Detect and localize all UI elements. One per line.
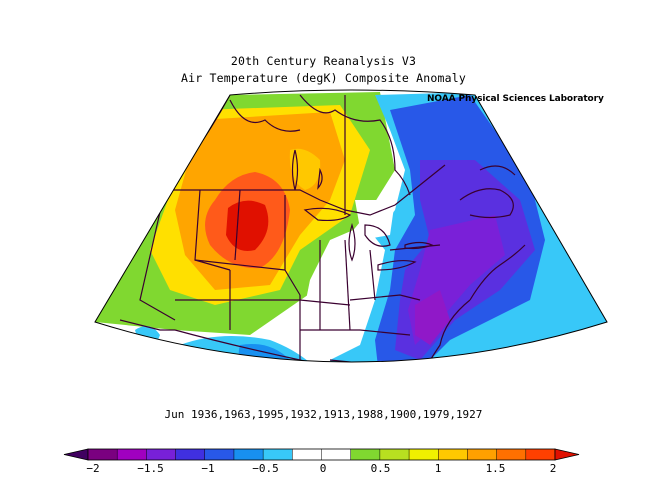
colorbar-segment bbox=[204, 449, 235, 460]
us-canada-border bbox=[135, 164, 446, 216]
credit-label: NOAA Physical Sciences Laboratory bbox=[427, 94, 604, 104]
colorbar-tick-label: 1.5 bbox=[486, 462, 506, 475]
colorbar-arrow-low bbox=[63, 448, 89, 461]
colorbar-segment bbox=[321, 449, 352, 460]
lake-ontario bbox=[404, 241, 434, 250]
map-frame bbox=[94, 89, 608, 363]
lake-michigan bbox=[348, 222, 356, 262]
colorbar-segment bbox=[467, 449, 498, 460]
hudson-bay-coast bbox=[299, 94, 411, 196]
composite-years-label: Jun 1936,1963,1995,1932,1913,1988,1900,1… bbox=[164, 408, 483, 421]
chart-title-line1: 20th Century Reanalysis V3 bbox=[230, 54, 417, 68]
anomaly-zero-band-lakes bbox=[355, 200, 395, 240]
colorbar-tick-label: 0 bbox=[320, 462, 327, 475]
colorbar-tick-label: 0.5 bbox=[371, 462, 391, 475]
colorbar-segment bbox=[409, 449, 439, 460]
colorbar-segment bbox=[379, 449, 410, 460]
colorbar-tick-label: −0.5 bbox=[252, 462, 279, 475]
colorbar-segment bbox=[146, 449, 177, 460]
anomaly-zero-band bbox=[300, 225, 385, 360]
colorbar-tick-label: −1.5 bbox=[137, 462, 164, 475]
colorbar-arrow-high bbox=[554, 448, 580, 461]
chart-title-line2: Air Temperature (degK) Composite Anomaly bbox=[181, 71, 466, 85]
lake-superior bbox=[303, 207, 352, 222]
anomaly-field bbox=[95, 90, 607, 362]
colorbar-segment bbox=[233, 449, 264, 460]
lake-huron bbox=[364, 224, 391, 247]
colorbar-tick-label: −1 bbox=[201, 462, 214, 475]
colorbar-segment bbox=[438, 449, 468, 460]
colorbar-segment bbox=[525, 449, 556, 460]
colorbar-labels: −2 −1.5 −1 −0.5 0 0.5 1 1.5 2 bbox=[86, 462, 556, 475]
colorbar-tick-label: 1 bbox=[435, 462, 442, 475]
colorbar-segment bbox=[350, 449, 381, 460]
colorbar-segment bbox=[88, 449, 118, 460]
colorbar-segment bbox=[117, 449, 147, 460]
colorbar-tick-label: −2 bbox=[86, 462, 99, 475]
colorbar-segment bbox=[496, 449, 527, 460]
maritimes-coast bbox=[459, 188, 514, 219]
colorbar-segment bbox=[263, 449, 293, 460]
colorbar-segment bbox=[292, 449, 322, 460]
anomaly-contour-neg1.75 bbox=[415, 290, 450, 345]
colorbar-tick-label: 2 bbox=[550, 462, 557, 475]
colorbar bbox=[63, 448, 580, 461]
lake-erie bbox=[377, 259, 417, 271]
colorbar-segment bbox=[175, 449, 206, 460]
boundaries bbox=[119, 94, 526, 362]
